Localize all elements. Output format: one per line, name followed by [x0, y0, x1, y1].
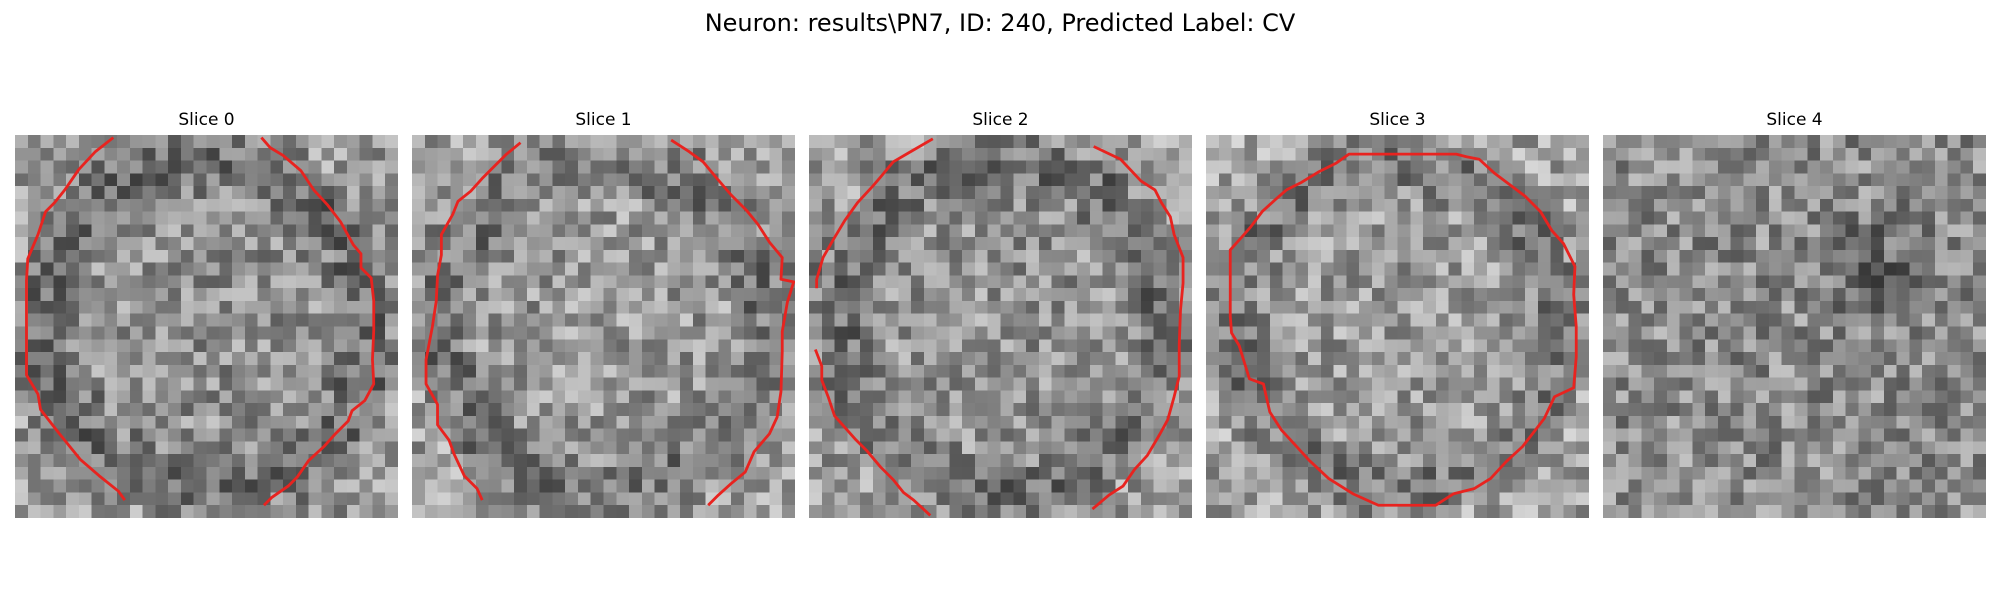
slice-title: Slice 2	[972, 110, 1029, 130]
slice-image	[412, 135, 795, 518]
slice-image	[1206, 135, 1589, 518]
slice-panel-3: Slice 3	[1206, 109, 1589, 518]
contour-line	[670, 138, 795, 507]
slice-panel-2: Slice 2	[809, 109, 1192, 518]
slice-panel-1: Slice 1	[412, 109, 795, 518]
slice-image	[1603, 135, 1986, 518]
contour-line	[25, 136, 126, 501]
contour-line	[1091, 145, 1185, 511]
slice-panel-0: Slice 0	[15, 109, 398, 518]
slice-title: Slice 0	[178, 110, 235, 130]
contour-line	[1228, 152, 1578, 507]
slice-title: Slice 4	[1766, 110, 1823, 130]
contour-line	[424, 141, 522, 501]
slice-title: Slice 1	[575, 110, 632, 130]
slice-panel-4: Slice 4	[1603, 109, 1986, 518]
contour-line	[815, 137, 934, 289]
slice-image	[809, 135, 1192, 518]
contour-line	[260, 136, 376, 507]
figure-title: Neuron: results\PN7, ID: 240, Predicted …	[704, 9, 1296, 37]
contour-line	[814, 348, 932, 517]
slice-image	[15, 135, 398, 518]
slice-title: Slice 3	[1369, 110, 1426, 130]
